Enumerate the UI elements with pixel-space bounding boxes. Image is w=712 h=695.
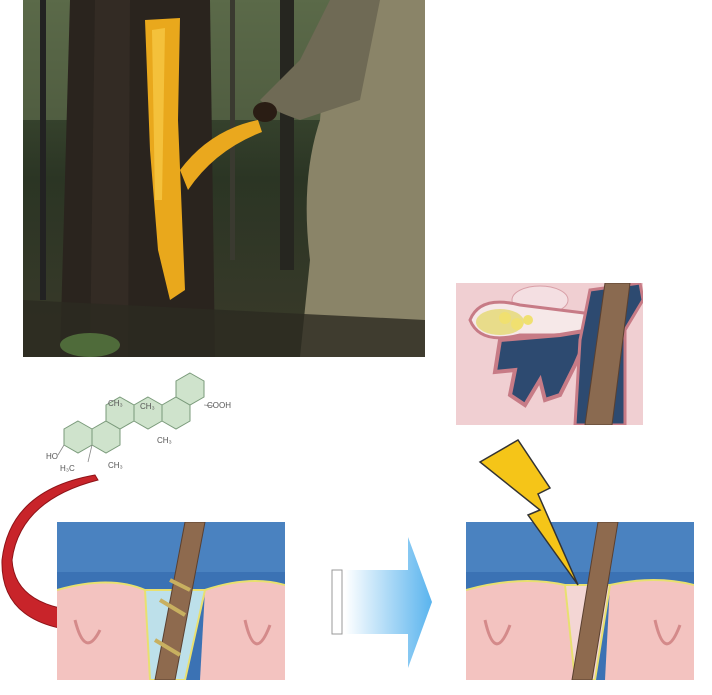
skin-before: [57, 522, 285, 680]
chem-label: HO: [46, 452, 58, 461]
chem-label: COOH: [207, 401, 231, 410]
lightning-bolt: [478, 438, 579, 586]
chem-label: CH₃: [108, 399, 123, 408]
skin-after: [466, 522, 694, 680]
chem-label: CH₃: [157, 436, 172, 445]
chem-label: CH₃: [140, 402, 155, 411]
gland-illustration: [456, 283, 643, 425]
chem-label: CH₃: [108, 461, 123, 470]
resin-photo: [23, 0, 425, 357]
process-arrow: [331, 537, 432, 668]
chemical-structure: [63, 372, 205, 454]
chem-label: H₃C: [60, 464, 75, 473]
bonds: [57, 404, 215, 463]
